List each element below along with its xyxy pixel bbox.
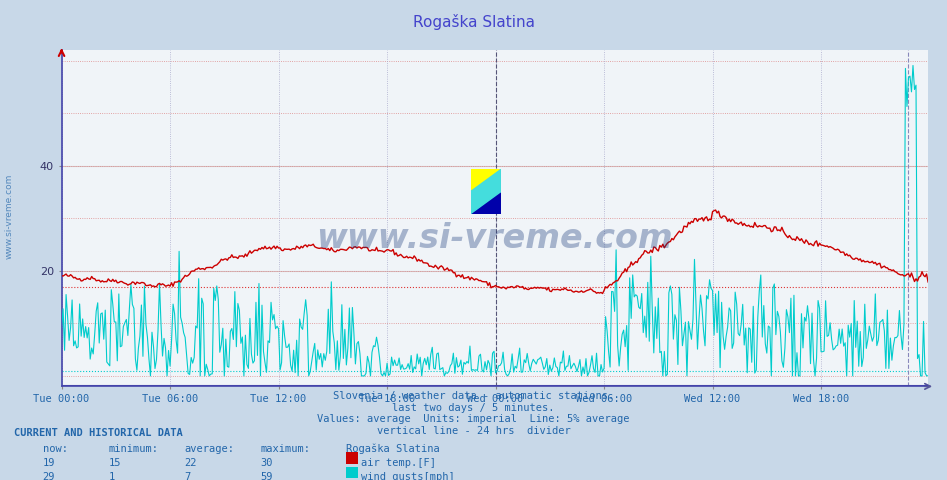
- Polygon shape: [471, 192, 501, 214]
- Text: Slovenia / weather data - automatic stations.: Slovenia / weather data - automatic stat…: [333, 391, 614, 401]
- Text: 1: 1: [109, 472, 116, 480]
- Text: 29: 29: [43, 472, 55, 480]
- Text: 15: 15: [109, 458, 121, 468]
- Text: 19: 19: [43, 458, 55, 468]
- Text: wind gusts[mph]: wind gusts[mph]: [361, 472, 455, 480]
- Bar: [486, 192, 501, 214]
- Text: Values: average  Units: imperial  Line: 5% average: Values: average Units: imperial Line: 5%…: [317, 414, 630, 424]
- Text: 59: 59: [260, 472, 273, 480]
- Bar: [471, 169, 486, 192]
- Text: Rogaška Slatina: Rogaška Slatina: [413, 13, 534, 30]
- Polygon shape: [471, 169, 501, 192]
- Text: air temp.[F]: air temp.[F]: [361, 458, 436, 468]
- Polygon shape: [471, 169, 501, 192]
- Text: 30: 30: [260, 458, 273, 468]
- Text: 22: 22: [185, 458, 197, 468]
- Text: now:: now:: [43, 444, 67, 454]
- Text: CURRENT AND HISTORICAL DATA: CURRENT AND HISTORICAL DATA: [14, 428, 183, 438]
- Polygon shape: [471, 192, 501, 214]
- Text: maximum:: maximum:: [260, 444, 311, 454]
- Text: average:: average:: [185, 444, 235, 454]
- Text: minimum:: minimum:: [109, 444, 159, 454]
- Text: www.si-vreme.com: www.si-vreme.com: [5, 173, 14, 259]
- Bar: [486, 169, 501, 192]
- Text: 7: 7: [185, 472, 191, 480]
- Text: www.si-vreme.com: www.si-vreme.com: [316, 222, 673, 255]
- Polygon shape: [471, 169, 501, 192]
- Text: vertical line - 24 hrs  divider: vertical line - 24 hrs divider: [377, 426, 570, 436]
- Bar: [471, 192, 486, 214]
- Text: last two days / 5 minutes.: last two days / 5 minutes.: [392, 403, 555, 413]
- Text: Rogaška Slatina: Rogaška Slatina: [346, 444, 439, 454]
